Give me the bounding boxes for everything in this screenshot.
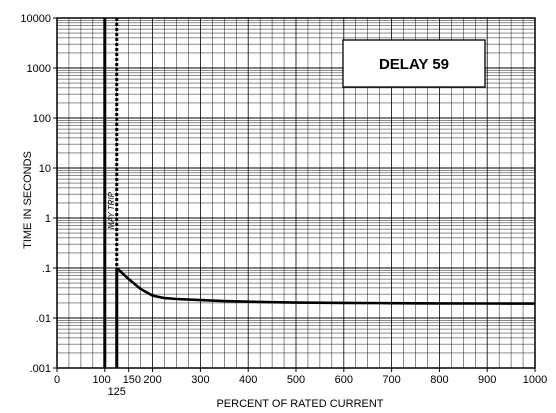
trip-curve (115, 267, 536, 305)
x-tick-label: 500 (287, 374, 305, 386)
x-tick-label: 700 (382, 374, 400, 386)
y-tick-label: 100 (33, 113, 51, 125)
y-tick-label: .01 (36, 313, 51, 325)
x-tick-label: 0 (54, 374, 60, 386)
y-tick-labels: 10000 1000 100 10 1 .1 .01 .001 (20, 13, 57, 375)
y-tick-label: 1000 (27, 63, 51, 75)
trip-lines (103, 18, 119, 368)
x-tick-label: 125 (108, 386, 126, 398)
x-tick-label: 900 (478, 374, 496, 386)
y-tick-label: 10000 (20, 13, 51, 25)
x-tick-label: 300 (191, 374, 209, 386)
grid (57, 18, 535, 369)
x-tick-label: 1000 (523, 374, 547, 386)
x-axis-title: PERCENT OF RATED CURRENT (216, 398, 383, 410)
y-tick-label: 1 (45, 213, 51, 225)
x-tick-label: 150 (123, 374, 141, 386)
x-tick-label: 600 (335, 374, 353, 386)
y-tick-label: 10 (39, 163, 51, 175)
x-tick-label: 200 (143, 374, 161, 386)
delay-annotation-box: DELAY 59 (342, 39, 486, 88)
x-tick-label: 800 (430, 374, 448, 386)
may-trip-label: MAY TRIP (107, 191, 116, 229)
x-tick-label: 100 (92, 374, 110, 386)
delay-annotation: DELAY 59 (379, 56, 449, 73)
x-tick-label: 400 (239, 374, 257, 386)
y-axis-title: TIME IN SECONDS (22, 151, 34, 249)
y-tick-label: .1 (42, 263, 51, 275)
y-tick-label: .001 (30, 363, 51, 375)
trip-curve-line (115, 267, 536, 305)
x-tick-labels: 0 100 150 200 300 400 500 600 700 800 900 1000 125 (54, 368, 547, 398)
